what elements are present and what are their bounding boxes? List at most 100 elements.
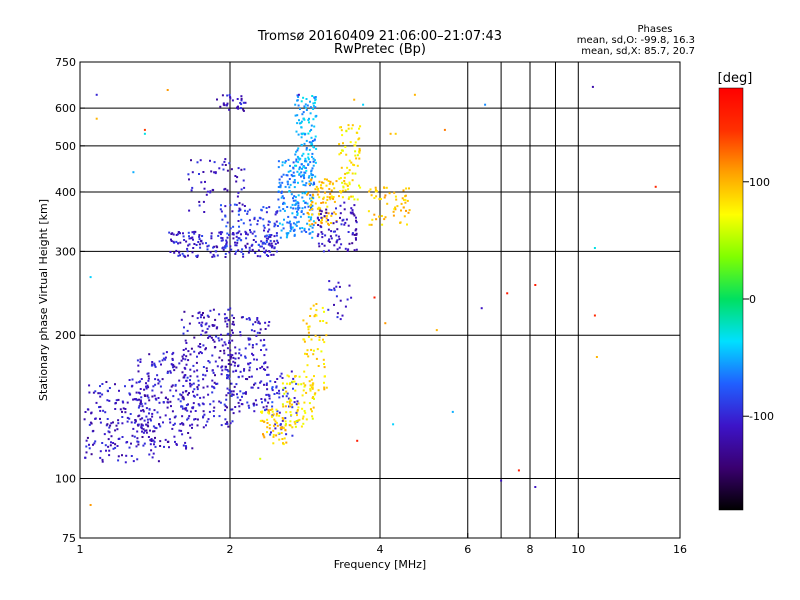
x-tick-label: 4 bbox=[377, 543, 384, 556]
data-point bbox=[303, 401, 306, 404]
data-point bbox=[135, 445, 138, 448]
data-point bbox=[209, 309, 212, 312]
data-point bbox=[307, 328, 310, 331]
data-point bbox=[301, 192, 304, 195]
data-point bbox=[146, 384, 149, 387]
data-point bbox=[311, 415, 314, 418]
data-point bbox=[272, 253, 275, 256]
data-point bbox=[173, 369, 176, 372]
data-point bbox=[117, 455, 120, 458]
data-point bbox=[310, 348, 313, 351]
data-point bbox=[187, 173, 190, 176]
data-point bbox=[209, 190, 212, 193]
data-point bbox=[296, 170, 299, 173]
data-point bbox=[375, 218, 378, 221]
data-point bbox=[224, 343, 227, 346]
data-point bbox=[273, 240, 276, 243]
data-point bbox=[213, 346, 216, 349]
data-point bbox=[221, 237, 224, 240]
data-point bbox=[326, 198, 329, 201]
data-point bbox=[302, 132, 305, 135]
data-point bbox=[297, 181, 299, 184]
data-point bbox=[230, 168, 233, 171]
data-point bbox=[213, 161, 216, 164]
data-point bbox=[187, 359, 190, 362]
data-point bbox=[109, 424, 112, 427]
data-point bbox=[266, 388, 269, 391]
data-point bbox=[244, 355, 247, 358]
data-point bbox=[190, 159, 192, 162]
data-point bbox=[240, 107, 242, 110]
data-point bbox=[182, 254, 185, 257]
data-point bbox=[333, 289, 336, 292]
data-point bbox=[235, 235, 238, 238]
data-point bbox=[321, 236, 324, 239]
data-point bbox=[187, 417, 190, 420]
data-point bbox=[300, 425, 303, 428]
data-point bbox=[108, 449, 111, 452]
data-point bbox=[393, 191, 396, 194]
data-point bbox=[329, 235, 332, 238]
data-point bbox=[332, 197, 335, 200]
data-point bbox=[198, 243, 201, 246]
data-point bbox=[185, 363, 188, 366]
data-point bbox=[180, 318, 183, 321]
data-point bbox=[342, 218, 345, 221]
data-point bbox=[308, 180, 311, 183]
data-point bbox=[188, 178, 190, 181]
data-point bbox=[225, 398, 228, 401]
data-point bbox=[103, 433, 106, 436]
data-point bbox=[297, 206, 300, 209]
data-point bbox=[235, 180, 238, 183]
data-point bbox=[248, 343, 251, 346]
data-point bbox=[245, 378, 247, 380]
data-point bbox=[321, 219, 323, 221]
data-point bbox=[310, 136, 313, 139]
data-point bbox=[141, 436, 144, 438]
data-point bbox=[330, 289, 333, 291]
data-point bbox=[300, 171, 303, 174]
data-point bbox=[274, 213, 277, 216]
data-point bbox=[328, 196, 331, 199]
data-point bbox=[310, 169, 313, 172]
data-point bbox=[114, 408, 117, 410]
data-point bbox=[251, 232, 254, 235]
data-point bbox=[310, 128, 313, 131]
data-point bbox=[297, 147, 300, 150]
data-point bbox=[145, 423, 148, 426]
data-point bbox=[221, 218, 224, 221]
data-point bbox=[216, 254, 219, 257]
data-point bbox=[304, 384, 307, 387]
data-point bbox=[284, 185, 287, 188]
data-point bbox=[248, 246, 251, 249]
data-point bbox=[336, 312, 339, 315]
data-point bbox=[308, 223, 311, 226]
data-point bbox=[294, 389, 297, 392]
data-point bbox=[313, 183, 316, 185]
data-point bbox=[354, 154, 357, 157]
data-point bbox=[129, 413, 132, 415]
data-point bbox=[150, 440, 153, 442]
data-point bbox=[267, 255, 270, 257]
data-point bbox=[305, 376, 308, 378]
y-tick-label: 400 bbox=[55, 186, 76, 199]
data-point bbox=[205, 424, 207, 427]
data-point bbox=[383, 196, 386, 199]
data-point bbox=[94, 440, 97, 443]
data-point bbox=[244, 356, 247, 359]
data-point bbox=[312, 104, 315, 107]
data-point bbox=[284, 405, 287, 408]
data-point bbox=[294, 196, 297, 199]
data-point bbox=[317, 212, 320, 215]
data-point bbox=[355, 221, 358, 224]
data-point bbox=[160, 391, 163, 394]
data-point bbox=[156, 411, 159, 414]
x-tick-label: 2 bbox=[227, 543, 234, 556]
data-point bbox=[184, 367, 187, 370]
data-point bbox=[212, 400, 215, 403]
data-point bbox=[282, 173, 285, 176]
data-point bbox=[295, 160, 298, 163]
data-point bbox=[201, 402, 204, 405]
data-point bbox=[199, 316, 202, 319]
data-point bbox=[315, 303, 318, 305]
